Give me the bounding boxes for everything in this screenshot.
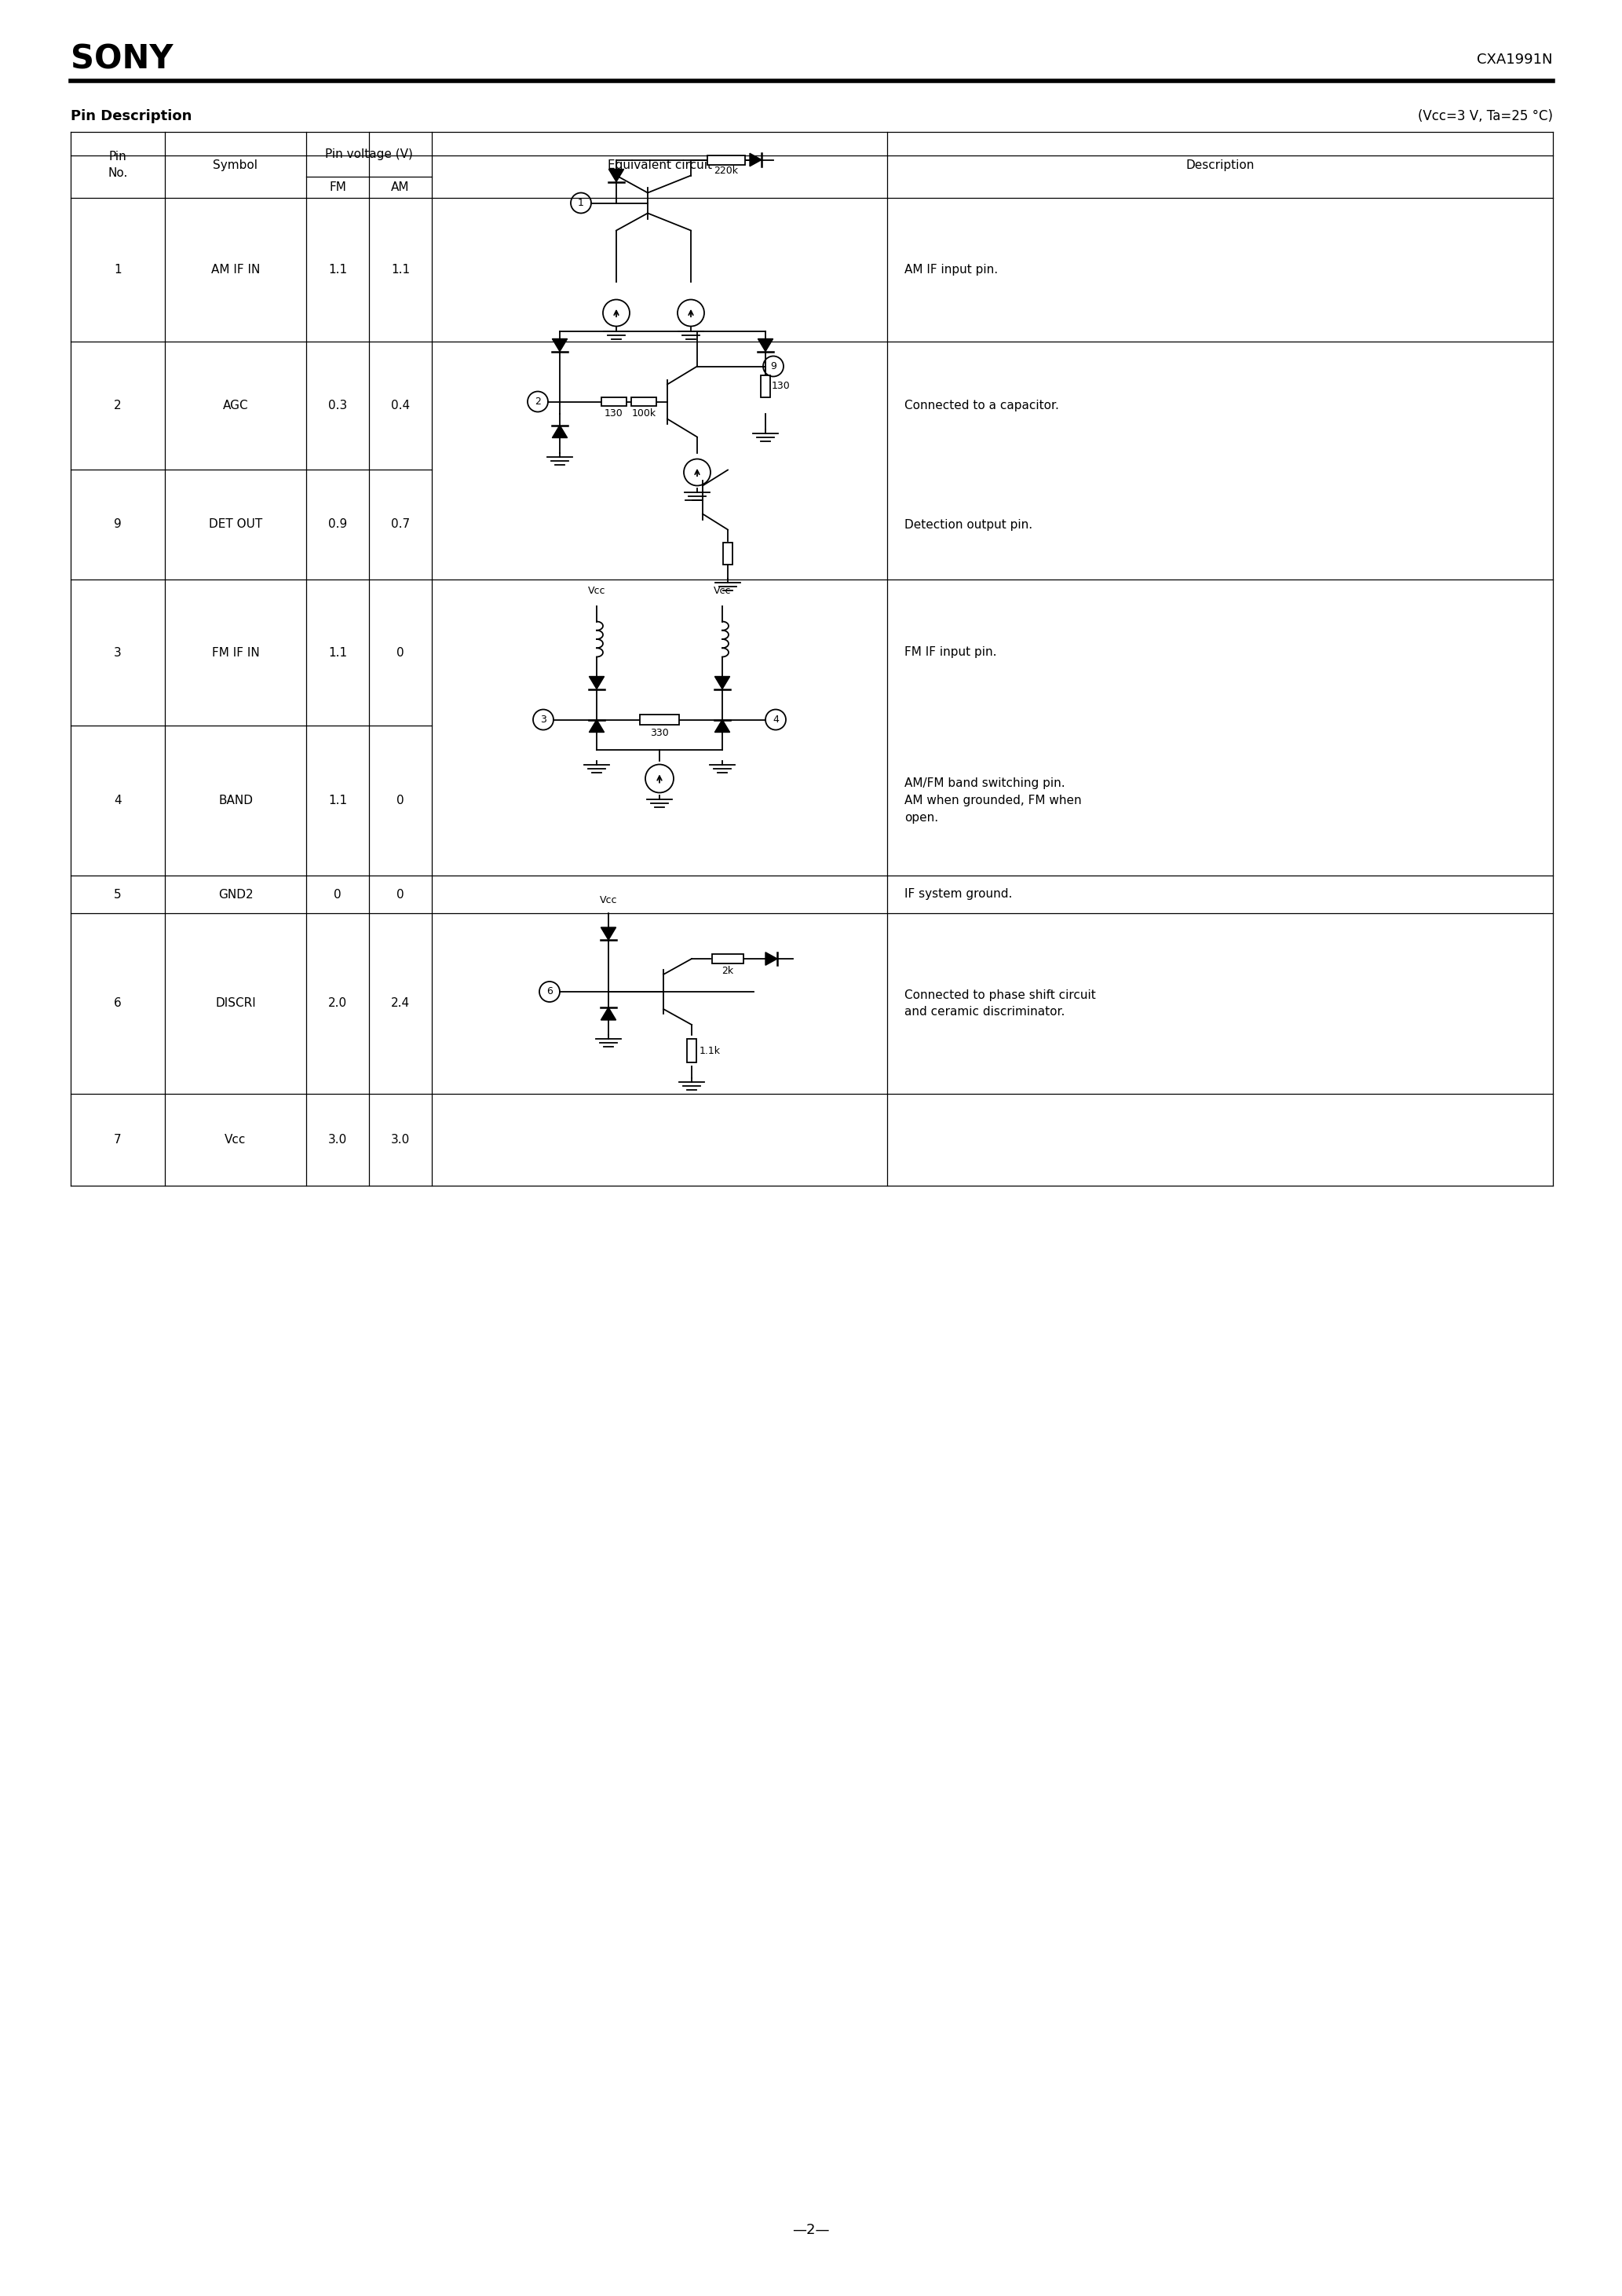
Bar — [712, 955, 743, 964]
Text: Vcc: Vcc — [714, 585, 732, 597]
Text: AM IF input pin.: AM IF input pin. — [905, 264, 998, 276]
Text: 0.7: 0.7 — [391, 519, 410, 530]
Bar — [723, 542, 733, 565]
Text: 130: 130 — [772, 381, 790, 390]
Text: 1: 1 — [577, 197, 584, 209]
Text: 3: 3 — [114, 647, 122, 659]
Text: 3.0: 3.0 — [328, 1134, 347, 1146]
Text: CXA1991N: CXA1991N — [1478, 53, 1552, 67]
Polygon shape — [715, 677, 730, 689]
Text: FM IF IN: FM IF IN — [212, 647, 260, 659]
Text: 4: 4 — [772, 714, 779, 726]
Text: AM/FM band switching pin.
AM when grounded, FM when
open.: AM/FM band switching pin. AM when ground… — [905, 778, 1082, 824]
Text: Vcc: Vcc — [587, 585, 605, 597]
Text: Connected to phase shift circuit
and ceramic discriminator.: Connected to phase shift circuit and cer… — [905, 990, 1096, 1017]
Text: 2.4: 2.4 — [391, 999, 410, 1010]
Text: 330: 330 — [650, 728, 668, 737]
Text: DISCRI: DISCRI — [216, 999, 256, 1010]
Text: Detection output pin.: Detection output pin. — [905, 519, 1033, 530]
Bar — [761, 374, 770, 397]
Text: DET OUT: DET OUT — [209, 519, 263, 530]
Text: 2: 2 — [114, 400, 122, 411]
Text: SONY: SONY — [71, 44, 174, 76]
Text: Equivalent circuit: Equivalent circuit — [607, 158, 712, 170]
Polygon shape — [589, 677, 605, 689]
Text: FM: FM — [329, 181, 345, 193]
Text: 4: 4 — [114, 794, 122, 806]
Text: 1.1: 1.1 — [328, 794, 347, 806]
Polygon shape — [589, 719, 605, 732]
Text: 0.4: 0.4 — [391, 400, 410, 411]
Bar — [707, 156, 744, 165]
Text: 130: 130 — [605, 409, 623, 418]
Text: 5: 5 — [114, 889, 122, 900]
Text: Vcc: Vcc — [225, 1134, 247, 1146]
Text: Description: Description — [1186, 158, 1254, 170]
Text: GND2: GND2 — [217, 889, 253, 900]
Text: 1.1: 1.1 — [391, 264, 410, 276]
Text: 100k: 100k — [631, 409, 655, 418]
Text: IF system ground.: IF system ground. — [905, 889, 1012, 900]
Polygon shape — [715, 719, 730, 732]
Text: 0.3: 0.3 — [328, 400, 347, 411]
Text: Symbol: Symbol — [212, 158, 258, 170]
Text: 6: 6 — [547, 987, 553, 996]
Text: AM: AM — [391, 181, 410, 193]
Text: 9: 9 — [770, 360, 777, 372]
Text: FM IF input pin.: FM IF input pin. — [905, 647, 996, 659]
Text: Vcc: Vcc — [600, 895, 618, 905]
Text: (Vcc=3 V, Ta=25 °C): (Vcc=3 V, Ta=25 °C) — [1418, 110, 1552, 124]
Text: 1.1: 1.1 — [328, 647, 347, 659]
Text: 2.0: 2.0 — [328, 999, 347, 1010]
Text: Pin voltage (V): Pin voltage (V) — [324, 149, 414, 161]
Text: 3.0: 3.0 — [391, 1134, 410, 1146]
Text: Connected to a capacitor.: Connected to a capacitor. — [905, 400, 1059, 411]
Text: Pin
No.: Pin No. — [107, 152, 128, 179]
Text: 1.1: 1.1 — [328, 264, 347, 276]
Text: 220k: 220k — [714, 165, 738, 177]
Text: —2—: —2— — [793, 2223, 829, 2236]
Polygon shape — [749, 154, 762, 165]
Text: AGC: AGC — [222, 400, 248, 411]
Text: 0.9: 0.9 — [328, 519, 347, 530]
Text: 7: 7 — [114, 1134, 122, 1146]
Text: AM IF IN: AM IF IN — [211, 264, 260, 276]
Bar — [639, 714, 680, 726]
Polygon shape — [757, 340, 774, 351]
Polygon shape — [608, 170, 624, 181]
Polygon shape — [600, 928, 616, 939]
Text: 0: 0 — [397, 794, 404, 806]
Text: 6: 6 — [114, 999, 122, 1010]
Bar — [602, 397, 626, 406]
Text: 2k: 2k — [722, 964, 733, 976]
Polygon shape — [600, 1008, 616, 1019]
Text: 1.1k: 1.1k — [699, 1045, 720, 1056]
Bar — [688, 1038, 696, 1063]
Text: 3: 3 — [540, 714, 547, 726]
Text: Pin Description: Pin Description — [71, 110, 191, 124]
Text: 0: 0 — [334, 889, 341, 900]
Polygon shape — [551, 425, 568, 439]
Polygon shape — [766, 953, 777, 964]
Bar — [631, 397, 657, 406]
Text: 1: 1 — [114, 264, 122, 276]
Text: 2: 2 — [535, 397, 540, 406]
Text: 0: 0 — [397, 647, 404, 659]
Text: BAND: BAND — [219, 794, 253, 806]
Text: 0: 0 — [397, 889, 404, 900]
Polygon shape — [551, 340, 568, 351]
Text: 9: 9 — [114, 519, 122, 530]
